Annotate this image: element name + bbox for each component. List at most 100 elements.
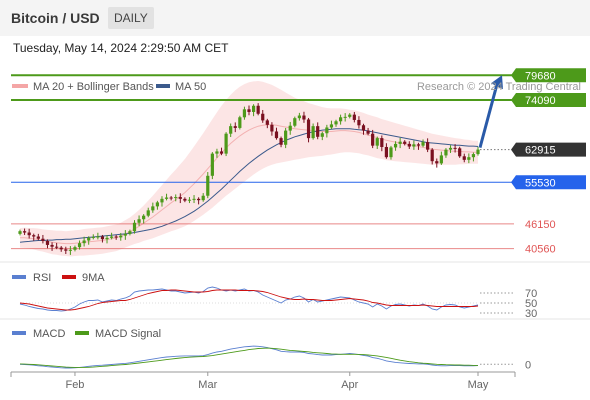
candle-body (132, 222, 137, 232)
target-label: 74090 (525, 95, 556, 107)
candle-body (64, 249, 68, 251)
rsi-ma-line (19, 289, 479, 311)
candle-body (201, 195, 205, 201)
candle-body (343, 116, 347, 118)
pivot-label: 55530 (525, 177, 556, 189)
candle-body (462, 156, 466, 160)
candle-body (197, 198, 201, 201)
candle-body (284, 130, 288, 145)
candle-body (36, 236, 40, 239)
ma20-legend-label: MA 20 + Bollinger Bands (33, 81, 154, 93)
projection-arrow (478, 83, 499, 148)
candle-body (22, 231, 27, 233)
candle-body (453, 147, 457, 149)
candle-body (311, 126, 315, 139)
timestamp: Tuesday, May 14, 2024 2:29:50 AM CET (13, 41, 229, 55)
month-label: Feb (65, 379, 84, 391)
candle-body (187, 199, 192, 201)
macd-signal-line (19, 347, 478, 368)
month-label: Apr (341, 379, 358, 391)
candle-body (398, 141, 402, 144)
macd-tick-label: 0 (525, 359, 531, 371)
candle-body (366, 130, 370, 134)
rsi-tick-label: 70 (525, 288, 537, 300)
candle-body (87, 237, 91, 241)
candle-body (371, 133, 375, 146)
candle-body (68, 249, 72, 251)
candle-body (160, 198, 164, 203)
candle-body (306, 119, 311, 139)
candle-body (407, 143, 411, 147)
candle-body (430, 149, 434, 162)
candle-body (471, 154, 476, 158)
candle-body (109, 236, 114, 238)
candle-body (302, 115, 306, 120)
macd-signal-legend-swatch (75, 331, 89, 335)
candle-body (251, 105, 256, 112)
rsi-tick-label: 50 (525, 298, 537, 310)
macd-line (19, 345, 479, 369)
candle-body (329, 124, 334, 128)
projection-arrowhead (491, 75, 503, 90)
candle-body (261, 113, 265, 121)
candle-body (256, 105, 260, 114)
candle-body (444, 149, 448, 156)
candle-body (174, 197, 178, 199)
candle-body (137, 219, 141, 223)
candle-body (412, 144, 416, 147)
candle-body (348, 114, 352, 117)
candle-body (45, 240, 50, 245)
candle-body (435, 161, 439, 164)
candle-body (59, 247, 63, 250)
candle-body (82, 240, 86, 244)
candle-body (114, 236, 118, 238)
month-label: May (468, 379, 489, 391)
candle-body (320, 133, 324, 137)
candle-body (183, 198, 187, 201)
ma50-legend-swatch (156, 84, 170, 88)
candle-body (41, 238, 45, 241)
last-price-tag (511, 142, 586, 157)
candle-body (178, 197, 182, 199)
ma50-legend-label: MA 50 (175, 81, 206, 93)
candle-body (247, 109, 251, 112)
rsi-legend-swatch (12, 275, 26, 279)
macd-signal-legend-label: MACD Signal (95, 328, 161, 340)
candle-body (476, 149, 480, 155)
candle-body (270, 124, 274, 132)
candle-body (224, 133, 228, 154)
candle-body (55, 246, 59, 248)
candle-body (73, 247, 77, 250)
candle-body (233, 126, 237, 128)
month-label: Mar (198, 379, 217, 391)
candle-body (288, 125, 292, 131)
candle-body (146, 210, 150, 216)
last-price-label: 62915 (525, 145, 556, 157)
candle-body (389, 147, 393, 158)
target-label: 79680 (525, 70, 556, 82)
candle-body (210, 153, 214, 176)
candle-body (467, 157, 471, 160)
timeframe-badge[interactable]: DAILY (108, 7, 154, 29)
candle-body (32, 235, 36, 237)
ma20-legend-swatch (12, 84, 28, 88)
macd-legend-label: MACD (33, 328, 65, 340)
candle-body (27, 232, 31, 236)
candle-body (100, 236, 105, 240)
candle-body (361, 125, 366, 131)
candle-body (96, 236, 100, 238)
candle-body (325, 127, 329, 134)
candle-body (219, 151, 224, 154)
watermark: Research © 2024 Trading Central (417, 81, 581, 93)
candle-body (142, 215, 146, 220)
candle-body (439, 155, 443, 164)
rsi-line (19, 286, 479, 312)
candle-body (279, 138, 283, 145)
candle-body (375, 138, 379, 146)
rsi-legend-label: RSI (33, 272, 51, 284)
candle-body (229, 126, 233, 134)
candle-body (119, 235, 123, 238)
candle-body (242, 109, 247, 118)
support-label: 40560 (525, 244, 556, 256)
